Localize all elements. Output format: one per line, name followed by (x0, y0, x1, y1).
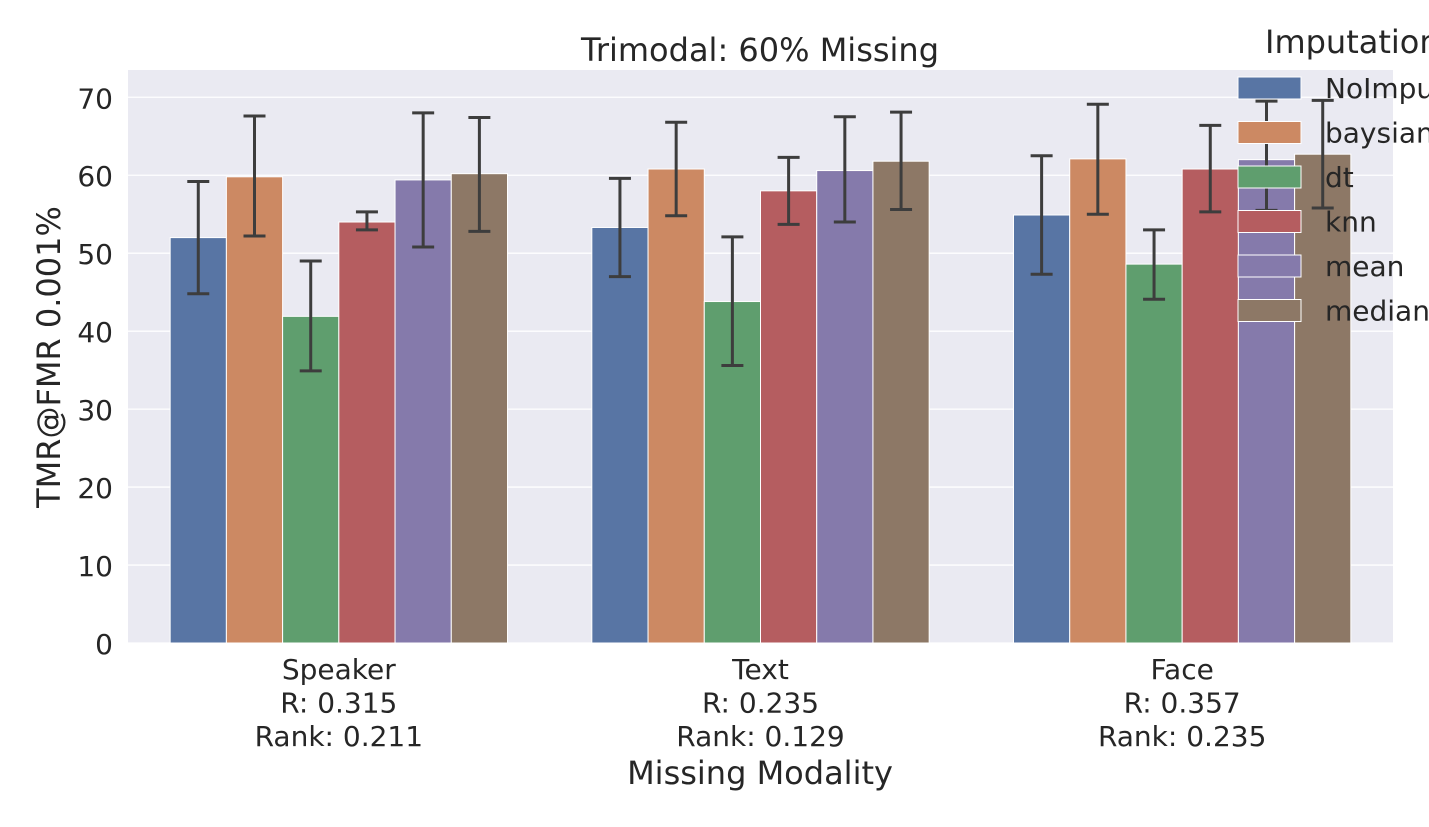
bar (225, 176, 284, 644)
x-tick-label: Speaker (282, 653, 396, 686)
y-axis-label: TMR@FMR 0.001% (30, 206, 68, 509)
legend-swatch (1237, 254, 1302, 278)
bar (647, 168, 705, 644)
y-tick-label: 50 (77, 238, 113, 271)
x-tick-label: Rank: 0.235 (1098, 720, 1266, 753)
x-tick-label: Face (1151, 653, 1214, 686)
bar (450, 173, 508, 644)
legend-label: NoImpu (1325, 72, 1429, 105)
bar (338, 221, 396, 644)
bar (1237, 159, 1296, 644)
x-tick-label: Rank: 0.211 (255, 720, 423, 753)
y-tick-label: 0 (95, 628, 113, 661)
y-tick-label: 20 (77, 472, 113, 505)
x-tick-label: Rank: 0.129 (676, 720, 844, 753)
bar (1294, 153, 1352, 644)
bar (1181, 168, 1239, 644)
x-tick-label: Text (731, 653, 789, 686)
bar (872, 160, 930, 644)
legend-label: dt (1325, 161, 1354, 194)
y-tick-label: 60 (77, 160, 113, 193)
y-tick-label: 40 (77, 316, 113, 349)
chart-title: Trimodal: 60% Missing (580, 31, 939, 69)
legend-swatch (1237, 299, 1302, 322)
legend-swatch (1237, 210, 1302, 233)
x-tick-label: R: 0.357 (1124, 687, 1241, 720)
bar (1125, 263, 1183, 644)
legend-label: median (1325, 295, 1429, 328)
bar (816, 170, 874, 644)
bar (760, 190, 818, 644)
legend-swatch (1237, 76, 1302, 100)
bar (169, 237, 227, 644)
x-tick-label: R: 0.315 (280, 687, 397, 720)
y-tick-label: 10 (77, 550, 113, 583)
legend-label: knn (1325, 206, 1377, 239)
legend-label: mean (1325, 250, 1404, 283)
bar (1013, 214, 1071, 644)
bar (394, 179, 452, 644)
y-tick-label: 70 (77, 82, 113, 115)
legend: Imputation NoImpu baysian dt knn mean median (1237, 23, 1429, 328)
legend-label: baysian (1325, 117, 1429, 150)
x-tick-label: R: 0.235 (702, 687, 819, 720)
x-axis-label: Missing Modality (627, 754, 893, 792)
bar (1069, 158, 1127, 644)
bars (169, 153, 1352, 644)
legend-title: Imputation (1265, 23, 1429, 61)
y-tick-labels: 0 10 20 30 40 50 60 70 (77, 82, 113, 661)
legend-swatch (1237, 165, 1302, 189)
bar (591, 226, 649, 644)
y-tick-label: 30 (77, 394, 113, 427)
error-bars (187, 98, 1334, 373)
legend-swatch (1237, 121, 1302, 144)
